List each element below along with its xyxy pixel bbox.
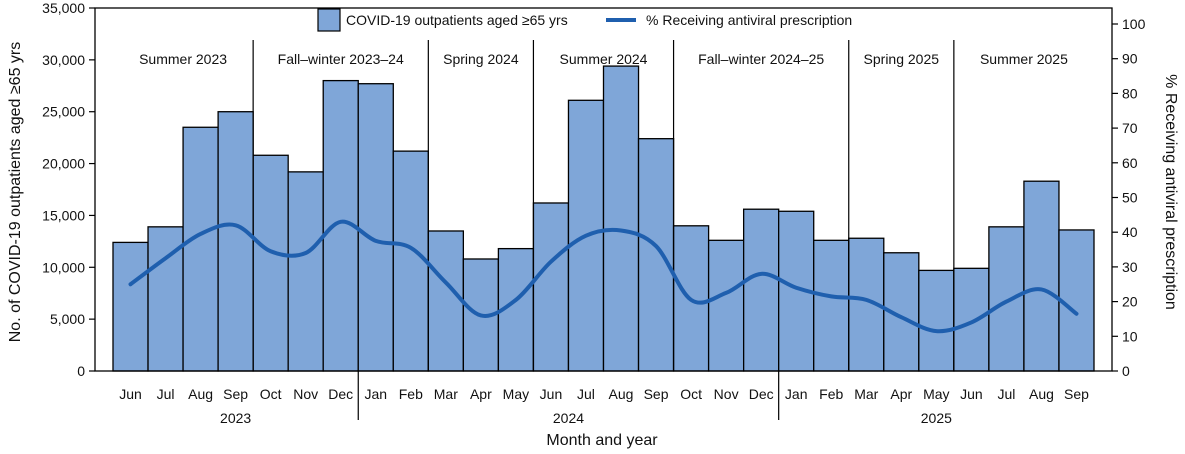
antiviral-percent-line [128,219,1079,334]
season-dividers-group: Summer 2023 Fall–winter 2023–24 Spring 202… [139,40,1068,371]
x-tick-label-2: Jul [157,386,175,402]
x-tick-label-7: Dec [328,386,353,402]
x-tick-label-28: Sep [1064,386,1089,402]
y-right-tick-label-5: 50 [1122,190,1138,206]
y-axis-left-title: No. of COVID-19 outpatients aged ≥65 yrs [7,42,24,343]
x-tick-label-11: Apr [470,386,492,402]
bar-9 [392,150,429,372]
x-tick-label-18: Nov [714,386,739,402]
x-tick-label-26: Jul [997,386,1015,402]
year-label-2024: 2024 [553,410,584,426]
x-tick-label-3: Aug [188,386,213,402]
x-tick-label-9: Feb [399,386,423,402]
legend: COVID-19 outpatients aged ≥65 yrs % Rece… [317,8,852,32]
season-label-4: Summer 2024 [560,51,648,67]
bar-27 [1023,180,1060,372]
y-left-tick-label-4: 20,000 [42,156,85,172]
x-tick-label-4: Sep [223,386,248,402]
bar-5 [252,154,289,372]
bar-19 [742,208,780,372]
bar-16 [637,138,675,372]
bar-1 [112,241,149,372]
x-tick-label-19: Dec [749,386,774,402]
bar-10 [427,230,465,372]
x-tick-label-8: Jan [364,386,387,402]
y-right-tick-label-0: 0 [1122,363,1130,379]
x-tick-label-21: Feb [819,386,843,402]
y-right-tick-label-10: 100 [1122,16,1146,32]
season-label-3: Spring 2024 [443,51,519,67]
legend-swatch-bars [317,8,341,32]
x-tick-label-15: Aug [609,386,634,402]
year-label-2025: 2025 [921,410,952,426]
y-axis-right-title: % Receiving antiviral prescription [1162,74,1179,310]
x-axis-title: Month and year [546,432,658,449]
x-tick-label-6: Nov [293,386,318,402]
season-label-1: Summer 2023 [139,51,227,67]
x-tick-label-14: Jul [577,386,595,402]
season-label-7: Summer 2025 [980,51,1068,67]
bar-24 [918,269,955,372]
bar-13 [532,202,570,372]
y-left-tick-label-6: 30,000 [42,52,85,68]
bar-8 [357,83,394,372]
axes-group: 0 5,000 10,000 15,000 20,000 25,000 30,000 35,0… [42,0,1145,426]
x-tick-label-22: Mar [854,386,878,402]
y-right-tick-label-3: 30 [1122,259,1138,275]
bar-28 [1058,229,1095,372]
y-right-tick-label-7: 70 [1122,120,1138,136]
x-tick-label-10: Mar [434,386,458,402]
bar-25 [953,267,990,372]
y-right-tick-label-6: 60 [1122,155,1138,171]
x-tick-label-17: Oct [680,386,702,402]
y-left-tick-label-1: 5,000 [50,311,85,327]
bar-6 [287,171,324,372]
season-label-5: Fall–winter 2024–25 [698,51,824,67]
y-left-tick-label-7: 35,000 [42,0,85,16]
line-series-group [128,219,1079,334]
bar-21 [813,239,850,372]
legend-label-bars: COVID-19 outpatients aged ≥65 yrs [346,12,568,28]
y-left-tick-label-5: 25,000 [42,104,85,120]
x-tick-label-13: Jun [540,386,563,402]
bar-3 [182,126,219,372]
x-tick-label-25: Jun [960,386,983,402]
bar-26 [988,226,1025,372]
y-right-tick-label-9: 90 [1122,51,1138,67]
x-tick-label-1: Jun [119,386,142,402]
x-tick-label-12: May [503,386,529,402]
bar-series-group [112,65,1095,372]
x-tick-label-16: Sep [644,386,669,402]
x-tick-label-20: Jan [785,386,808,402]
y-right-tick-label-2: 20 [1122,294,1138,310]
bar-18 [707,239,745,372]
bar-4 [217,111,254,372]
x-tick-label-5: Oct [260,386,282,402]
y-right-tick-label-4: 40 [1122,224,1138,240]
x-tick-label-24: May [923,386,949,402]
x-tick-label-23: Apr [890,386,912,402]
season-label-2: Fall–winter 2023–24 [278,51,404,67]
bar-15 [602,65,640,372]
plot-frame [94,7,1113,372]
y-right-tick-label-1: 10 [1122,328,1138,344]
y-left-tick-label-3: 15,000 [42,207,85,223]
x-tick-label-27: Aug [1029,386,1054,402]
y-left-tick-label-0: 0 [77,363,85,379]
season-label-6: Spring 2025 [864,51,940,67]
y-right-tick-label-8: 80 [1122,85,1138,101]
legend-label-line: % Receiving antiviral prescription [646,12,852,28]
year-label-2023: 2023 [220,410,251,426]
y-left-tick-label-2: 10,000 [42,259,85,275]
